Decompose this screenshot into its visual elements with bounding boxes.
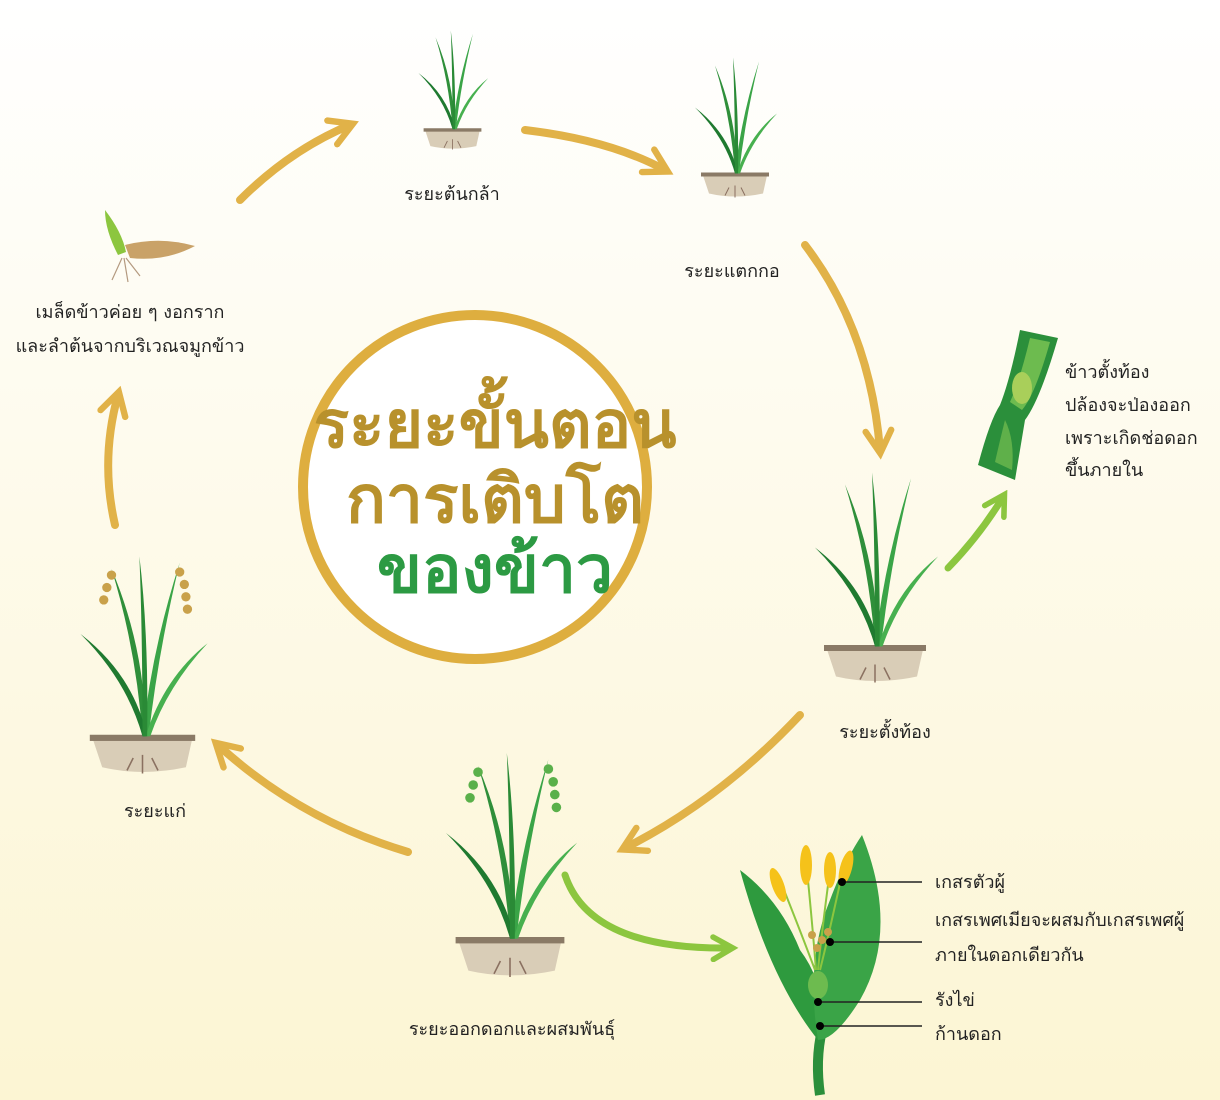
title-line: ของข้าว: [377, 531, 613, 608]
note-text: ข้าวตั้งท้อง: [1065, 359, 1149, 383]
stage-label: ระยะต้นกล้า: [404, 184, 500, 205]
stage-label: ระยะแตกกอ: [684, 261, 779, 282]
stage-label: ระยะออกดอกและผสมพันธุ์: [409, 1019, 615, 1040]
title-line: ระยะขั้นตอน: [314, 375, 677, 463]
note-text: เพราะเกิดช่อดอก: [1065, 428, 1198, 449]
title-line: การเติบโต: [346, 460, 644, 538]
flower-part-label: เกสรเพศเมียจะผสมกับเกสรเพศผู้: [935, 910, 1184, 931]
stage-label: ระยะตั้งท้อง: [839, 719, 931, 743]
diagram: ระยะขั้นตอน การเติบโต ของข้าว เมล็ดข้าวค…: [0, 0, 1220, 1100]
note-text: ขึ้นภายใน: [1065, 457, 1143, 481]
stage-label: ระยะแก่: [124, 801, 186, 822]
flower-part-label: ก้านดอก: [935, 1024, 1002, 1045]
flower-part-label: เกสรตัวผู้: [935, 872, 1005, 893]
flower-part-label: ภายในดอกเดียวกัน: [935, 944, 1084, 966]
flower-part-label: รังไข่: [935, 989, 975, 1011]
seed-text: เมล็ดข้าวค่อย ๆ งอกราก: [36, 300, 225, 323]
note-text: ปล้องจะป่องออก: [1065, 395, 1191, 416]
seed-text: และลำต้นจากบริเวณจมูกข้าว: [16, 336, 245, 357]
